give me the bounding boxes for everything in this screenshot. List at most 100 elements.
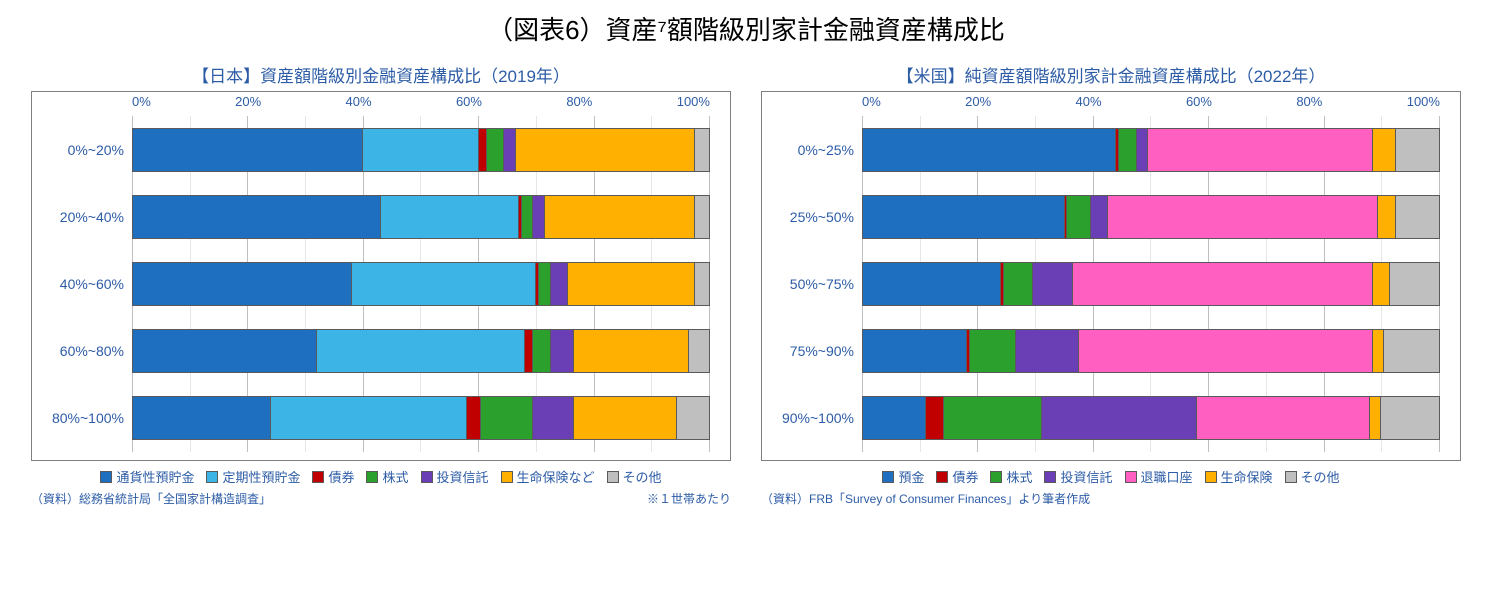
bar-segment — [522, 196, 534, 238]
xtick-label: 40% — [1076, 94, 1102, 109]
legend-label: 定期性預貯金 — [222, 467, 300, 486]
legend-swatch — [312, 471, 324, 483]
legend-item: 株式 — [366, 467, 408, 486]
category-label: 0%~25% — [798, 142, 854, 158]
bar-segment — [1390, 263, 1439, 305]
legend-item: その他 — [1285, 467, 1340, 486]
legend-swatch — [501, 471, 513, 483]
source-text: （資料）総務省統計局「全国家計構造調査」 — [31, 490, 271, 507]
bar-segment — [677, 397, 709, 439]
bar-segment — [574, 397, 678, 439]
bar-segment — [1108, 196, 1379, 238]
bar-segment — [1091, 196, 1108, 238]
bar-segment — [689, 330, 709, 372]
bar-row — [862, 329, 1440, 373]
legend-label: 通貨性預貯金 — [116, 467, 194, 486]
category-label: 40%~60% — [60, 276, 124, 292]
bar-segment — [1016, 330, 1079, 372]
legend-item: 通貨性預貯金 — [100, 467, 194, 486]
chart-japan-source: （資料）総務省統計局「全国家計構造調査」 ※１世帯あたり — [31, 490, 731, 507]
bar-row — [132, 396, 710, 440]
xtick-label: 60% — [1186, 94, 1212, 109]
chart-us-plot — [862, 116, 1440, 452]
chart-us: 0%20%40%60%80%100% 0%~25%25%~50%50%~75%7… — [761, 91, 1461, 461]
legend-swatch — [366, 471, 378, 483]
chart-japan: 0%20%40%60%80%100% 0%~20%20%~40%40%~60%6… — [31, 91, 731, 461]
bar-segment — [539, 263, 551, 305]
legend-label: 債券 — [952, 467, 978, 486]
bar-segment — [695, 129, 709, 171]
bar-segment — [1148, 129, 1373, 171]
panels-container: 【日本】資産額階級別金融資産構成比（2019年） 0%20%40%60%80%1… — [20, 62, 1472, 507]
xtick-label: 80% — [1296, 94, 1322, 109]
legend-label: 投資信託 — [437, 467, 489, 486]
legend-label: 債券 — [328, 467, 354, 486]
bar-segment — [533, 196, 545, 238]
bar-segment — [352, 263, 536, 305]
bar-segment — [1004, 263, 1033, 305]
bar-segment — [1042, 397, 1198, 439]
bar-segment — [533, 330, 550, 372]
legend-item: 投資信託 — [421, 467, 489, 486]
bar-segment — [863, 397, 926, 439]
bar-row — [132, 195, 710, 239]
bar-row — [132, 262, 710, 306]
bar-segment — [525, 330, 534, 372]
legend-item: 生命保険 — [1205, 467, 1273, 486]
category-label: 50%~75% — [790, 276, 854, 292]
bar-segment — [1079, 330, 1373, 372]
bar-segment — [516, 129, 695, 171]
xtick-label: 100% — [1407, 94, 1440, 109]
bar-segment — [1073, 263, 1373, 305]
legend-swatch — [1125, 471, 1137, 483]
legend-swatch — [990, 471, 1002, 483]
xtick-label: 0% — [132, 94, 151, 109]
bar-segment — [551, 263, 568, 305]
bar-segment — [545, 196, 695, 238]
legend-swatch — [206, 471, 218, 483]
legend-swatch — [882, 471, 894, 483]
bar-segment — [1373, 263, 1390, 305]
legend-item: 退職口座 — [1125, 467, 1193, 486]
category-label: 20%~40% — [60, 209, 124, 225]
panel-japan: 【日本】資産額階級別金融資産構成比（2019年） 0%20%40%60%80%1… — [31, 62, 731, 507]
bar-row — [862, 262, 1440, 306]
bar-row — [862, 128, 1440, 172]
legend-item: 生命保険など — [501, 467, 595, 486]
bar-segment — [317, 330, 524, 372]
bar-segment — [574, 330, 689, 372]
legend-label: 投資信託 — [1060, 467, 1112, 486]
bar-row — [862, 396, 1440, 440]
chart-us-legend: 預金債券株式投資信託退職口座生命保険その他 — [761, 467, 1461, 486]
bar-row — [862, 195, 1440, 239]
bar-segment — [1137, 129, 1149, 171]
legend-item: 債券 — [312, 467, 354, 486]
legend-item: 株式 — [990, 467, 1032, 486]
bar-segment — [1396, 129, 1439, 171]
legend-swatch — [1285, 471, 1297, 483]
category-label: 80%~100% — [52, 410, 124, 426]
bar-segment — [551, 330, 574, 372]
category-label: 0%~20% — [68, 142, 124, 158]
legend-label: 株式 — [1006, 467, 1032, 486]
bar-segment — [481, 397, 533, 439]
bar-segment — [568, 263, 695, 305]
source-note: ※１世帯あたり — [647, 490, 731, 507]
bar-segment — [944, 397, 1042, 439]
bar-segment — [133, 330, 317, 372]
bar-segment — [863, 129, 1116, 171]
panel-us-title: 【米国】純資産額階級別家計金融資産構成比（2022年） — [761, 62, 1461, 87]
bar-segment — [695, 196, 709, 238]
bar-segment — [133, 129, 363, 171]
legend-swatch — [607, 471, 619, 483]
bar-segment — [504, 129, 516, 171]
bar-segment — [1373, 129, 1396, 171]
chart-japan-xaxis: 0%20%40%60%80%100% — [132, 94, 710, 109]
xtick-label: 0% — [862, 94, 881, 109]
legend-swatch — [100, 471, 112, 483]
legend-item: 債券 — [936, 467, 978, 486]
bar-row — [132, 329, 710, 373]
panel-us: 【米国】純資産額階級別家計金融資産構成比（2022年） 0%20%40%60%8… — [761, 62, 1461, 507]
bar-segment — [133, 196, 381, 238]
bar-segment — [863, 196, 1065, 238]
